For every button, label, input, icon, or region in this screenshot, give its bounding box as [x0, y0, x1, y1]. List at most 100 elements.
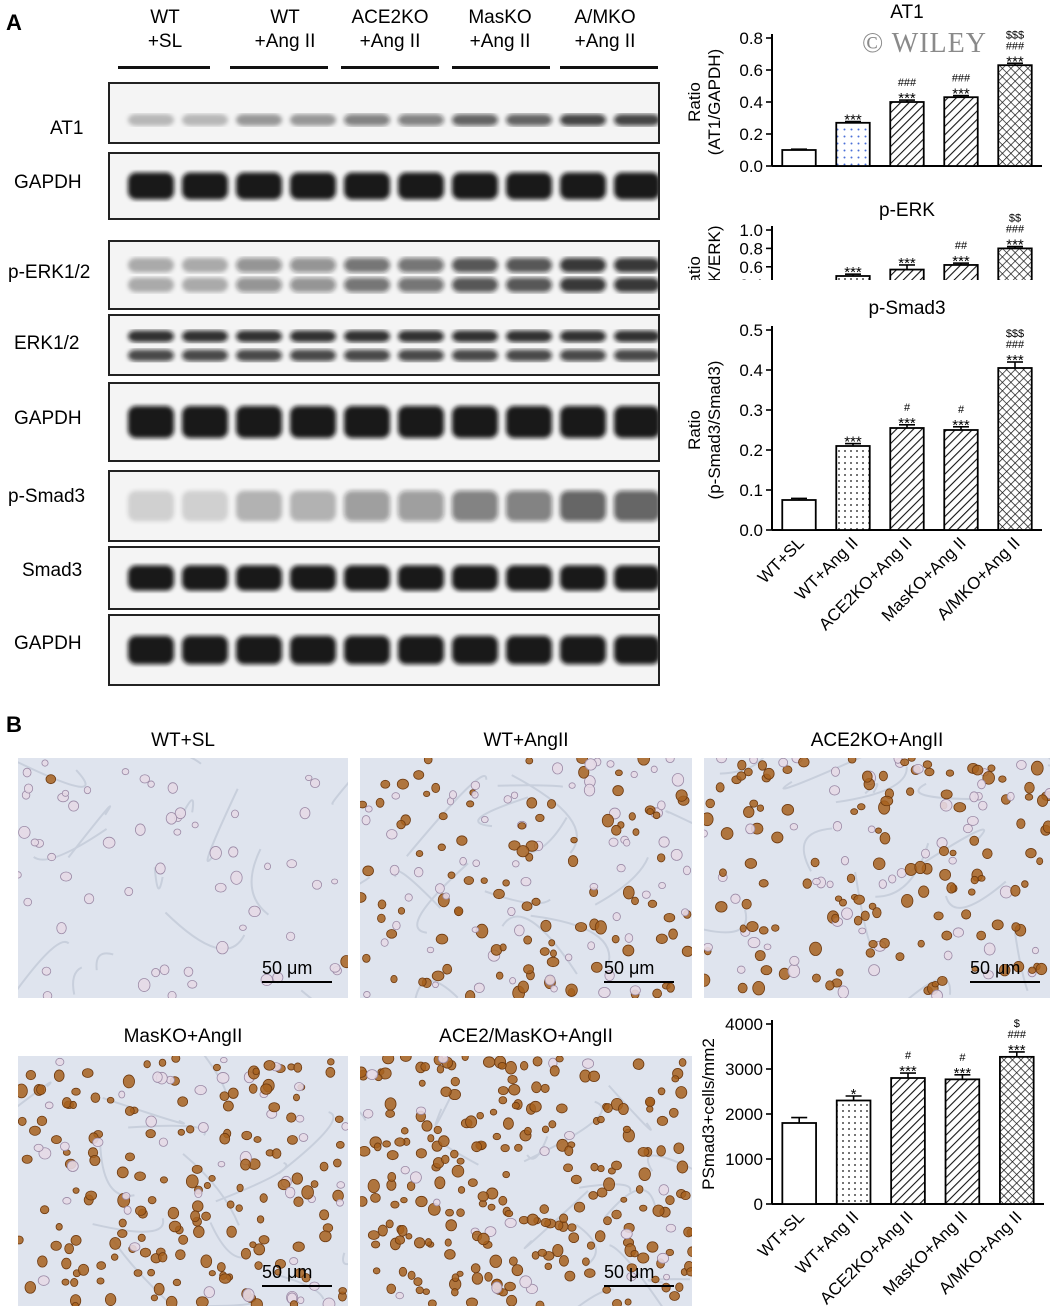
band — [452, 349, 498, 362]
nucleus — [465, 1297, 479, 1306]
scale-bar-line — [262, 981, 332, 983]
tissue-fiber — [342, 1252, 348, 1266]
nucleus — [319, 1230, 332, 1243]
nucleus — [193, 1225, 205, 1238]
band — [452, 172, 498, 200]
nucleus — [875, 827, 882, 834]
nucleus — [431, 782, 441, 794]
nucleus — [143, 1060, 151, 1069]
nucleus — [1036, 857, 1044, 866]
nucleus — [71, 1087, 81, 1096]
nucleus — [1035, 962, 1048, 976]
nucleus — [606, 760, 615, 768]
nucleus — [749, 799, 759, 808]
group-label-1: WT +SL — [147, 7, 183, 52]
nucleus — [835, 968, 844, 977]
significance-marker: ### — [1006, 339, 1025, 351]
nucleus — [508, 1256, 518, 1266]
chart-title: p-ERK — [879, 200, 935, 221]
nucleus — [597, 1115, 605, 1124]
group-label-4: MasKO +Ang II — [468, 7, 532, 52]
nucleus — [582, 1058, 595, 1069]
nucleus — [503, 795, 512, 804]
tissue-fiber — [523, 1190, 589, 1250]
nucleus — [397, 907, 406, 915]
nucleus — [135, 823, 146, 836]
nucleus — [558, 1255, 569, 1267]
band — [506, 330, 552, 343]
tissue-fiber — [209, 1222, 243, 1259]
nucleus — [214, 882, 227, 893]
tissue-background — [18, 758, 348, 998]
nucleus — [1011, 922, 1021, 932]
band — [560, 565, 606, 591]
nucleus — [168, 1220, 182, 1233]
nucleus — [83, 786, 92, 795]
nucleus — [650, 765, 658, 773]
x-tick-label: ACE2KO+Ang II — [815, 533, 916, 634]
nucleus — [442, 963, 453, 975]
nucleus — [970, 875, 979, 885]
nucleus — [253, 1243, 266, 1256]
nucleus — [476, 1111, 484, 1120]
histo-title-ace2ko: ACE2KO+AngII — [810, 730, 944, 751]
bands — [128, 565, 660, 591]
bands — [128, 635, 660, 665]
nucleus — [423, 758, 433, 765]
nucleus — [477, 1191, 489, 1202]
histo-image-wtang — [360, 758, 692, 998]
nucleus — [444, 1238, 452, 1247]
band — [128, 114, 174, 126]
nucleus — [656, 1115, 669, 1126]
nucleus — [133, 1269, 143, 1277]
chart-title: p-Smad3 — [868, 298, 945, 319]
band — [614, 565, 660, 591]
nucleus — [319, 1161, 329, 1172]
band — [560, 330, 606, 343]
nucleus — [665, 1223, 677, 1233]
nucleus — [333, 1158, 342, 1168]
nucleus — [637, 758, 651, 766]
nucleus — [982, 848, 993, 859]
nucleus — [377, 913, 386, 923]
nucleus — [531, 1081, 542, 1094]
nucleus — [589, 883, 599, 891]
nucleus — [584, 758, 597, 771]
nucleus — [121, 768, 130, 776]
nucleus — [999, 885, 1013, 899]
nucleus — [736, 771, 747, 781]
tissue-fiber — [250, 848, 270, 916]
nucleus — [826, 880, 834, 889]
tissue-fiber — [719, 758, 765, 775]
nucleus — [611, 1160, 622, 1171]
group-label-3: ACE2KO +Ang II — [351, 7, 429, 52]
nucleus — [96, 1261, 107, 1270]
band — [398, 277, 444, 293]
nucleus — [39, 1205, 50, 1215]
nucleus — [117, 1229, 128, 1238]
nucleus — [789, 823, 799, 831]
nucleus — [781, 804, 795, 816]
nucleus — [445, 1219, 457, 1232]
nucleus — [798, 758, 810, 768]
nucleus — [263, 1060, 276, 1071]
nucleus — [620, 1196, 628, 1203]
nucleus — [523, 935, 533, 945]
nucleus — [540, 1218, 552, 1228]
nucleus — [192, 1200, 204, 1213]
nucleus — [175, 1249, 186, 1260]
band — [560, 172, 606, 200]
y-tick-label: 0 — [754, 1195, 763, 1214]
nucleus — [427, 1299, 437, 1306]
nucleus — [655, 933, 668, 944]
band — [452, 406, 498, 438]
scale-bar-ace2ko: 50 μm — [970, 958, 1040, 983]
nucleus — [373, 1142, 382, 1152]
y-axis-label: (p-ERK/ERK) — [705, 225, 724, 280]
nucleus — [952, 927, 964, 938]
nucleus — [50, 1240, 62, 1251]
tissue-fiber — [153, 867, 164, 890]
nucleus — [948, 856, 957, 865]
nucleus — [69, 1100, 77, 1110]
nucleus — [461, 1056, 469, 1061]
